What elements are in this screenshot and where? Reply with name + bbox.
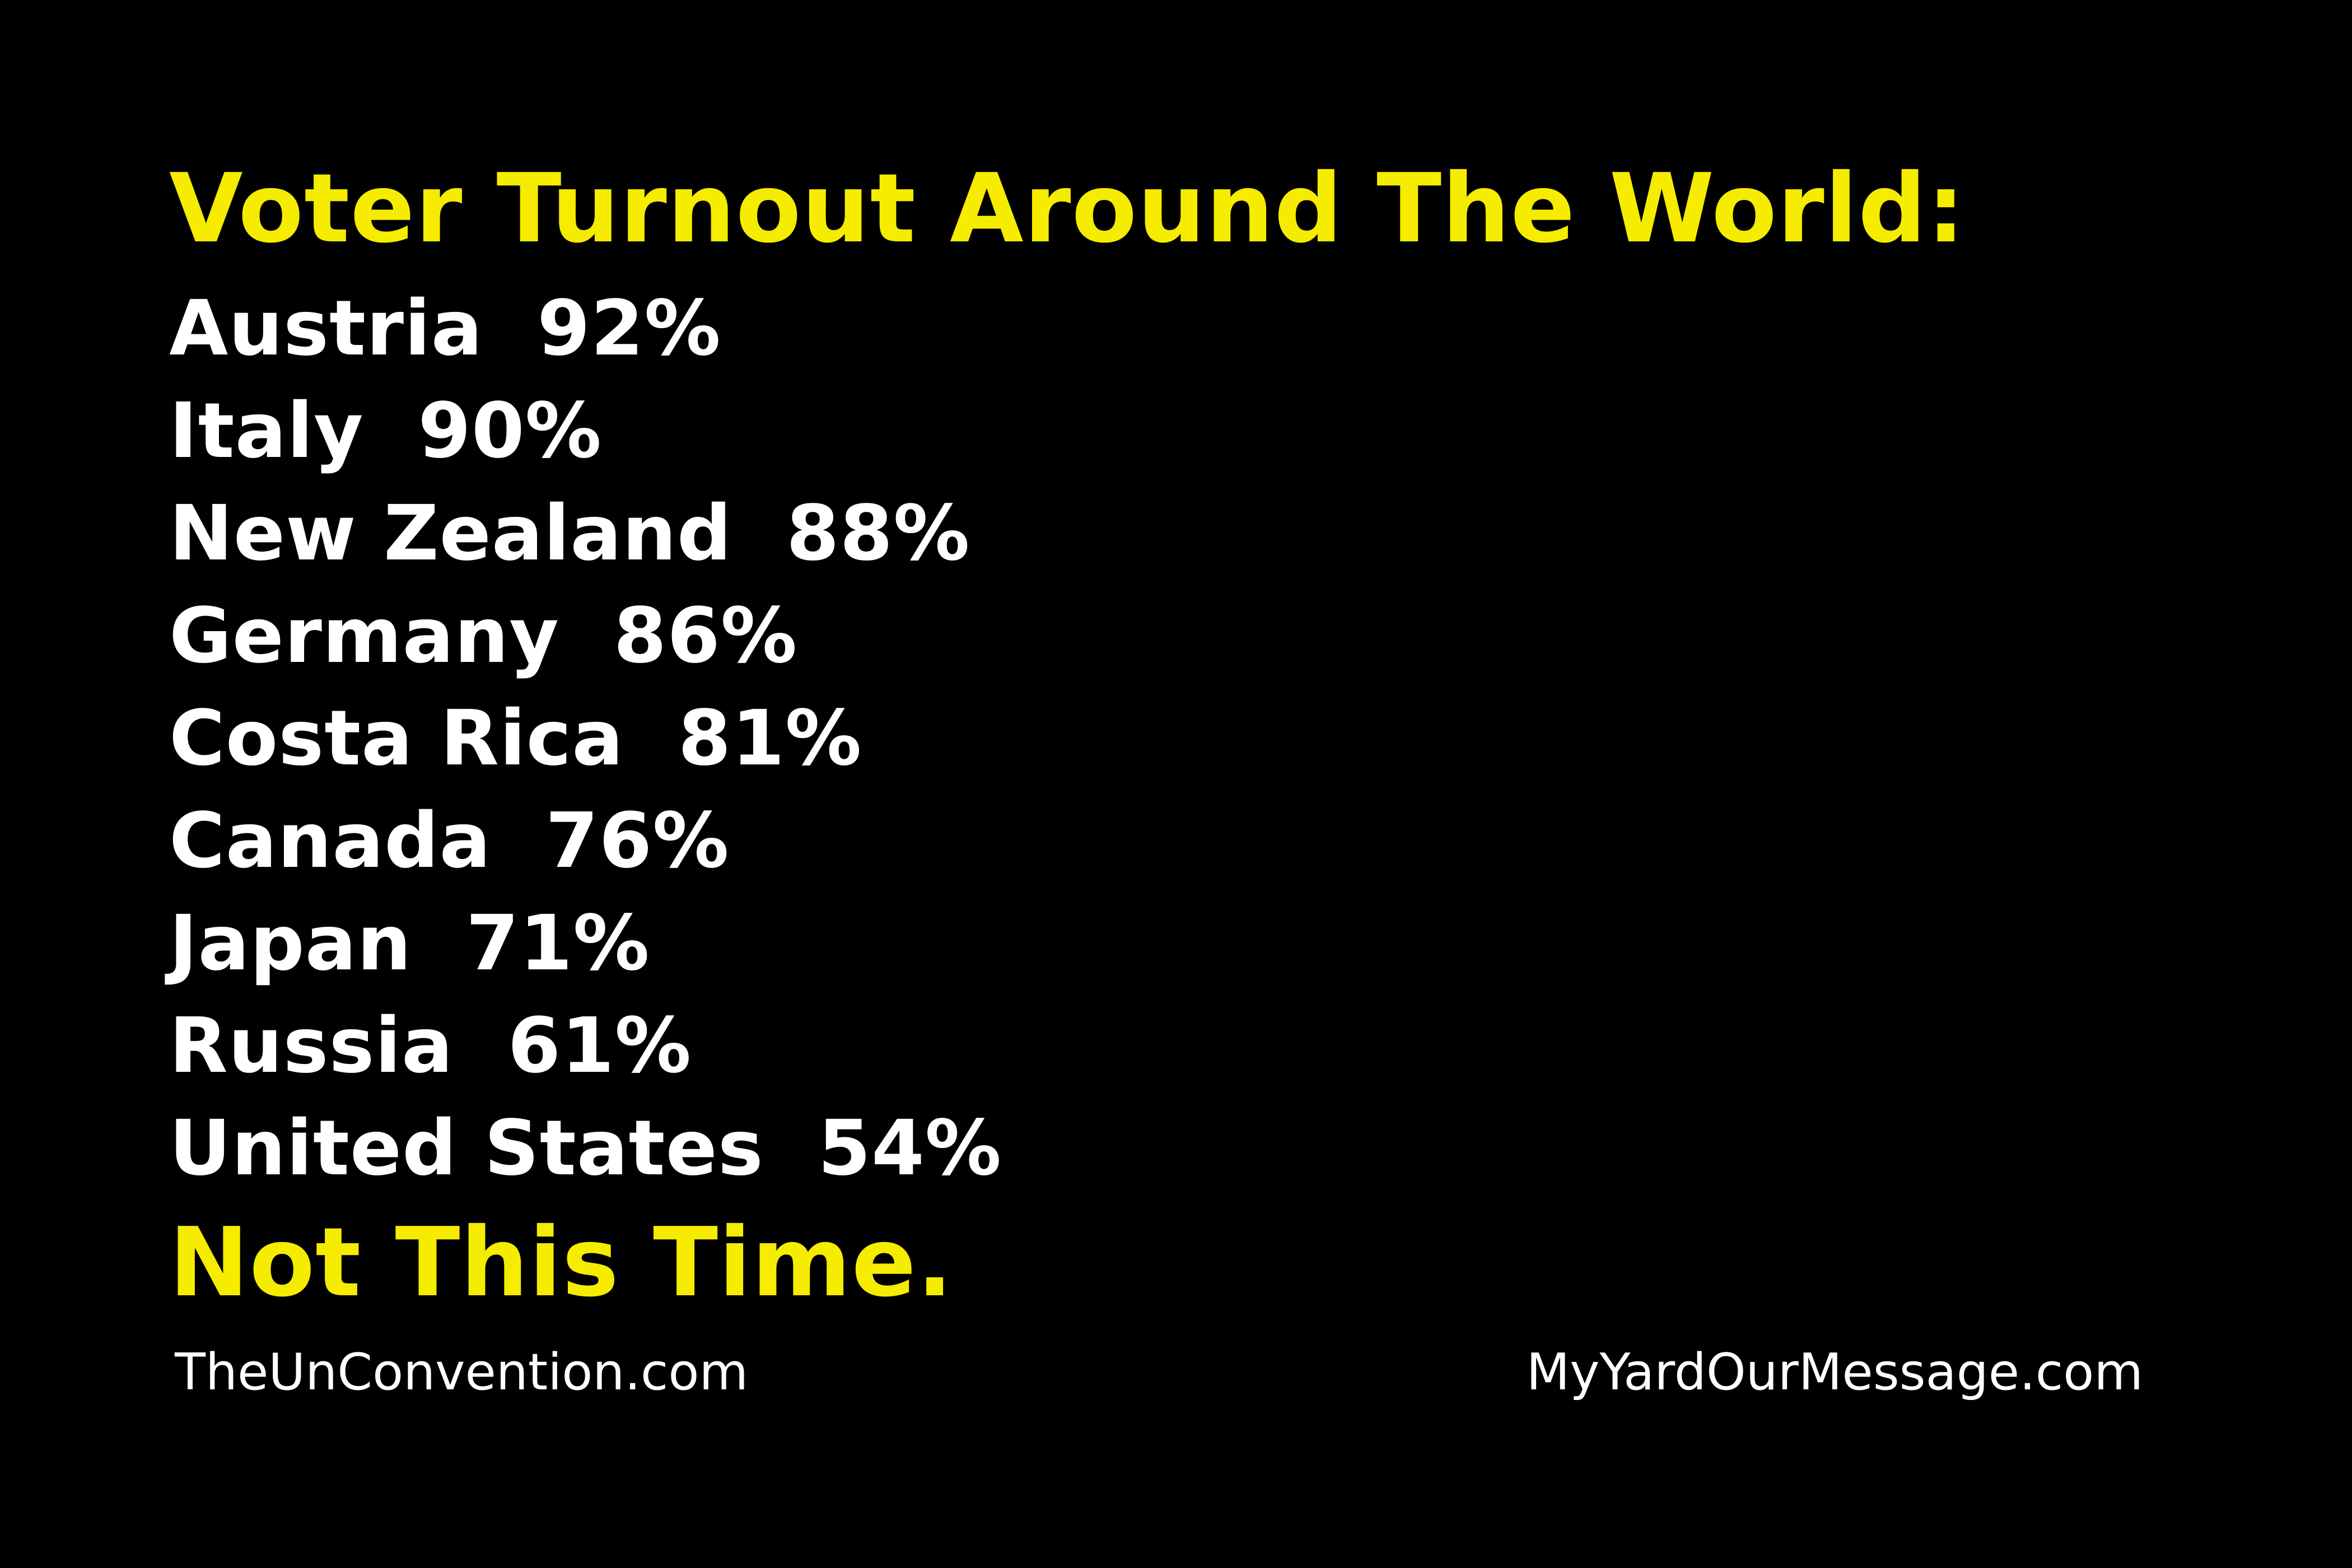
headline: Voter Turnout Around The World:: [169, 153, 1966, 264]
turnout-item-germany: Germany 86%: [169, 585, 1002, 688]
turnout-item-italy: Italy 90%: [169, 380, 1002, 483]
country-name: Italy: [169, 387, 364, 475]
turnout-percent: 81%: [678, 694, 862, 783]
country-name: Japan: [169, 899, 412, 988]
country-name: Costa Rica: [169, 694, 624, 783]
country-name: Germany: [169, 592, 559, 680]
turnout-percent: 54%: [818, 1104, 1002, 1193]
turnout-percent: 76%: [545, 797, 730, 885]
country-name: Austria: [169, 284, 483, 373]
turnout-item-canada: Canada 76%: [169, 790, 1002, 893]
turnout-percent: 88%: [786, 489, 970, 578]
turnout-item-costa-rica: Costa Rica 81%: [169, 688, 1002, 790]
turnout-percent: 71%: [466, 899, 650, 988]
turnout-item-japan: Japan 71%: [169, 893, 1002, 995]
turnout-percent: 90%: [418, 387, 602, 475]
turnout-item-new-zealand: New Zealand 88%: [169, 483, 1002, 585]
country-name: New Zealand: [169, 489, 732, 578]
turnout-item-austria: Austria 92%: [169, 278, 1002, 380]
footer-right-site: MyYardOurMessage.com: [1526, 1343, 2143, 1402]
turnout-percent: 92%: [537, 284, 721, 373]
turnout-item-united-states: United States 54%: [169, 1098, 1002, 1200]
country-name: United States: [169, 1104, 764, 1193]
footer-left-site: TheUnConvention.com: [175, 1343, 749, 1402]
turnout-list: Austria 92% Italy 90% New Zealand 88% Ge…: [169, 278, 1002, 1200]
tagline: Not This Time.: [169, 1207, 954, 1318]
turnout-item-russia: Russia 61%: [169, 995, 1002, 1098]
country-name: Canada: [169, 797, 492, 885]
country-name: Russia: [169, 1002, 454, 1090]
turnout-percent: 61%: [507, 1002, 692, 1090]
turnout-percent: 86%: [613, 592, 798, 680]
